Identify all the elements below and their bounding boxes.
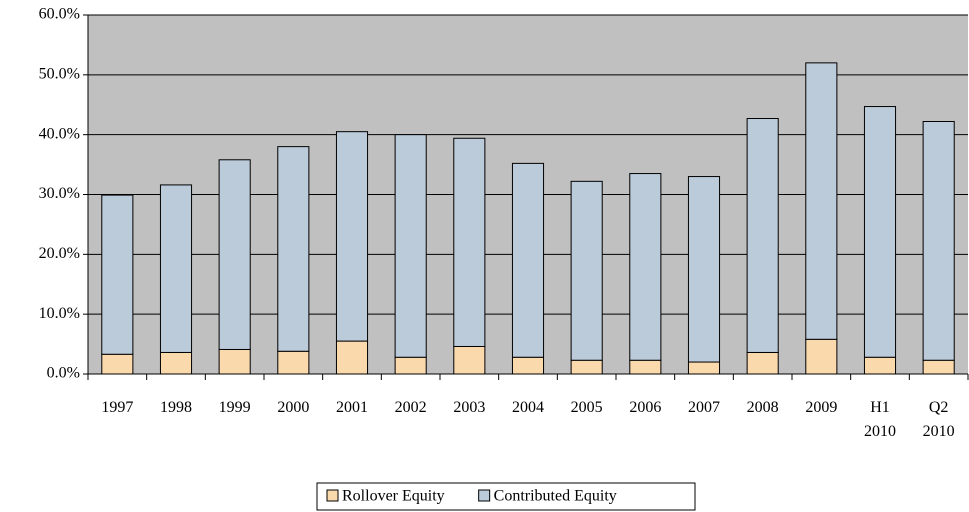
bar-segment	[453, 137, 486, 347]
bar-segment	[218, 348, 251, 375]
bar-segment	[746, 118, 779, 353]
bar-segment	[687, 176, 721, 363]
legend-swatch	[478, 489, 491, 502]
legend-box	[316, 482, 696, 511]
x-tick-label: 2006	[629, 399, 662, 416]
x-tick-label: 1999	[218, 399, 251, 416]
bar-segment	[511, 356, 545, 375]
x-tick-label: 2009	[805, 399, 838, 416]
x-tick-label: 2002	[394, 399, 427, 416]
y-tick-label: 20.0%	[39, 245, 80, 262]
x-tick-label: 2008	[746, 399, 779, 416]
x-tick-label: 2000	[277, 399, 310, 416]
y-tick-label: 30.0%	[39, 185, 80, 202]
legend-label: Contributed Equity	[494, 488, 617, 505]
bar-segment	[805, 338, 838, 375]
y-tick-label: 10.0%	[39, 305, 80, 322]
bar-segment	[629, 173, 662, 361]
y-tick-label: 50.0%	[39, 66, 80, 83]
x-tick-label: 1997	[101, 399, 134, 416]
bar-segment	[570, 359, 603, 375]
y-tick-label: 0.0%	[47, 365, 80, 382]
bar-segment	[101, 194, 134, 355]
bar-segment	[394, 356, 427, 375]
bar-segment	[101, 353, 134, 375]
x-tick-label: 2001	[336, 399, 368, 416]
bar-segment	[922, 121, 955, 361]
bar-segment	[277, 350, 310, 375]
bar-segment	[335, 131, 369, 342]
x-tick-label: 2005	[570, 399, 603, 416]
bar-segment	[746, 351, 779, 375]
x-tick-label: 1998	[160, 399, 192, 416]
bar-segment	[394, 134, 427, 358]
x-tick-label: Q2 2010	[922, 399, 955, 440]
x-tick-label: 2004	[512, 399, 544, 416]
bar-segment	[453, 345, 486, 375]
bar-segment	[863, 356, 897, 375]
x-tick-label: H1 2010	[864, 399, 896, 440]
bar-segment	[805, 62, 838, 340]
legend-label: Rollover Equity	[342, 488, 445, 505]
legend-swatch	[326, 489, 339, 502]
bar-segment	[335, 340, 369, 375]
bar-segment	[159, 184, 193, 353]
bar-segment	[218, 159, 251, 350]
y-tick-label: 60.0%	[39, 6, 80, 23]
bar-segment	[687, 361, 721, 375]
bar-segment	[277, 146, 310, 352]
bar-segment	[159, 351, 193, 375]
bar-segment	[570, 180, 603, 361]
bar-segment	[863, 106, 897, 358]
bar-segment	[922, 359, 955, 375]
x-tick-label: 2007	[688, 399, 720, 416]
bar-segment	[511, 162, 545, 358]
bar-segment	[629, 359, 662, 375]
y-tick-label: 40.0%	[39, 125, 80, 142]
x-tick-label: 2003	[453, 399, 486, 416]
